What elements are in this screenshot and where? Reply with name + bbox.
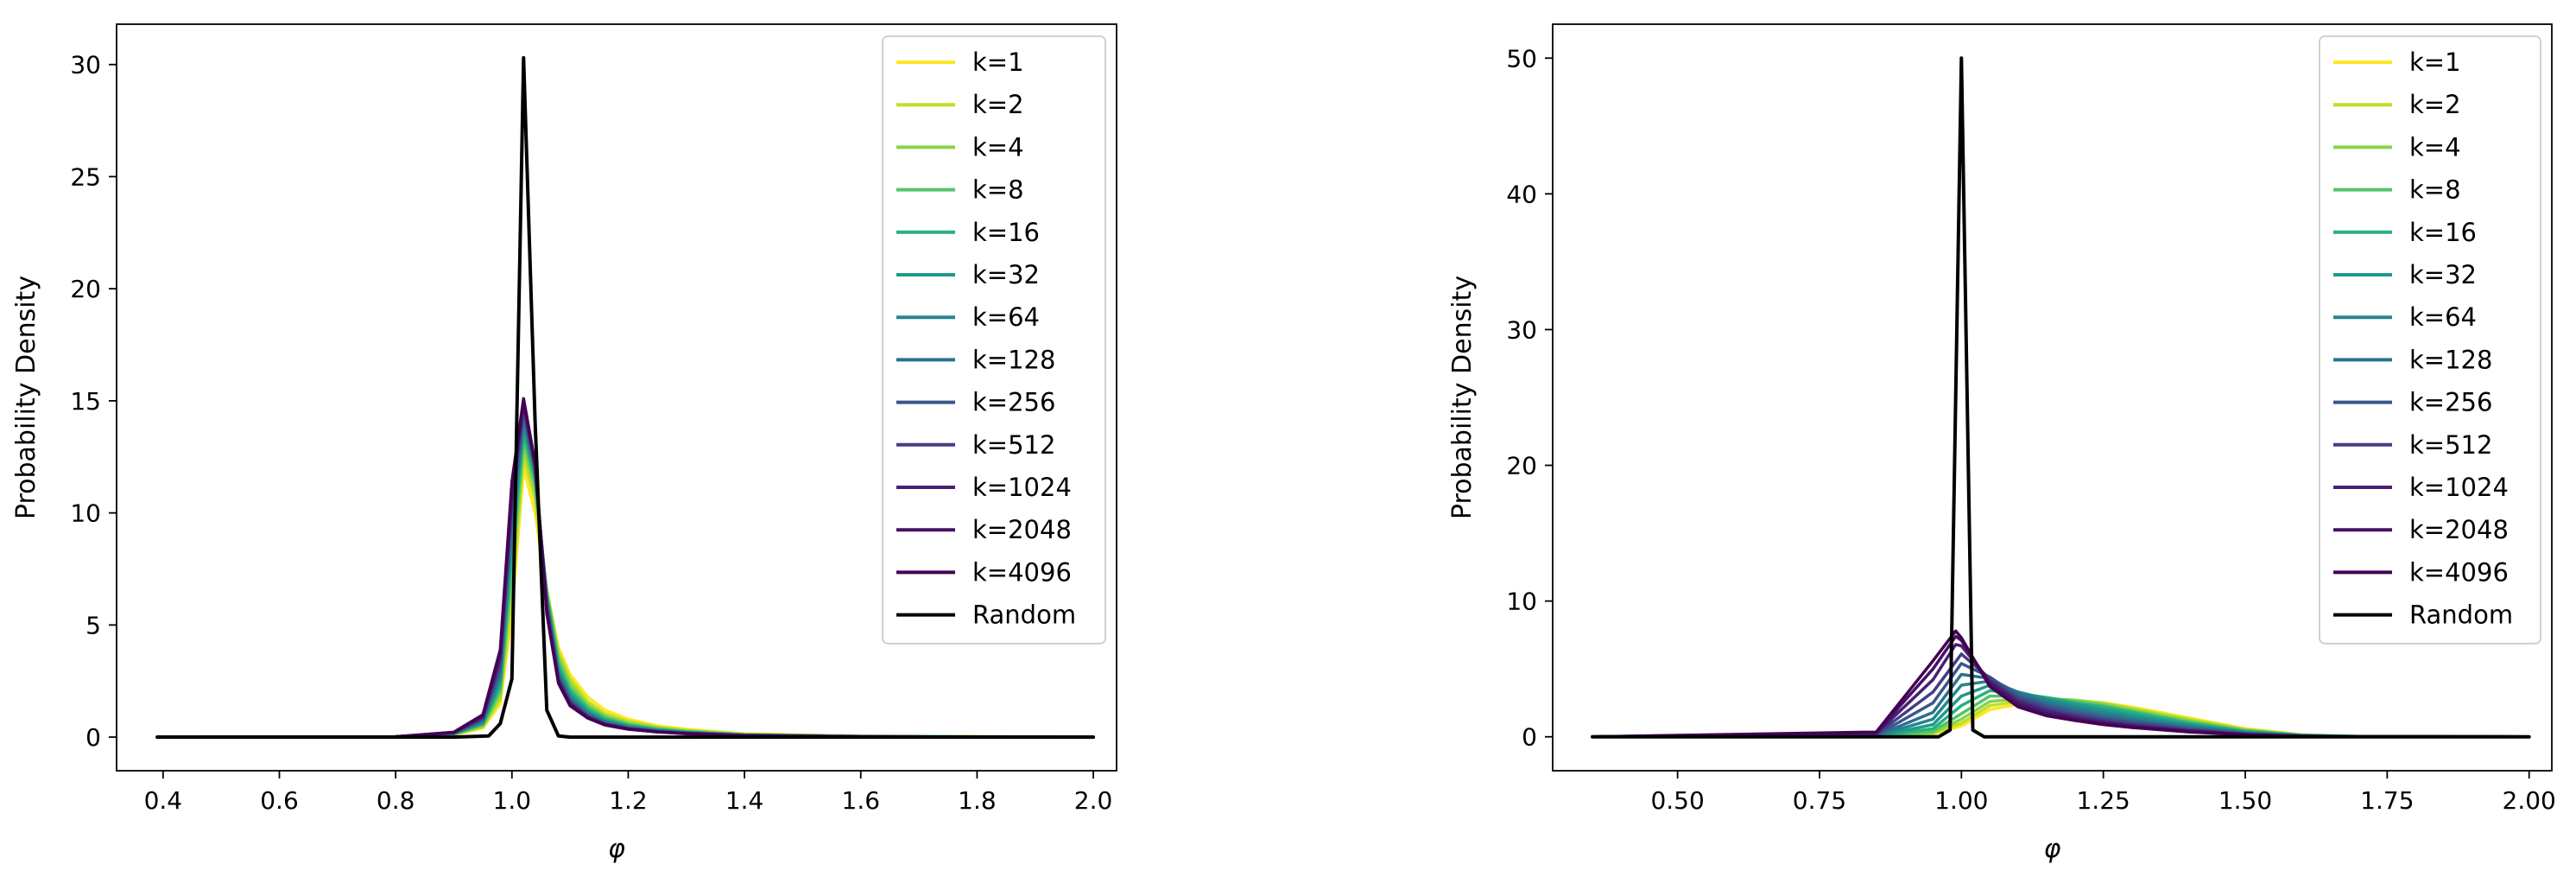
series-line-k-128 <box>1591 672 2531 739</box>
legend-label: k=1 <box>2409 48 2461 77</box>
y-tick-label: 15 <box>70 387 101 416</box>
legend-label: k=8 <box>972 175 1024 205</box>
legend: k=1 k=2 k=4 k=8 k=16 k=32 k=64 k=128 k=256 k=512 k… <box>882 35 1106 645</box>
legend-label: k=2 <box>2409 90 2461 119</box>
x-tick-label: 1.75 <box>2360 786 2414 815</box>
x-tick-label: 0.6 <box>260 786 299 815</box>
legend-label: k=64 <box>972 302 1040 332</box>
x-tick-label: 0.75 <box>1793 786 1846 815</box>
y-tick-label: 30 <box>70 51 101 79</box>
y-tick-label: 50 <box>1506 44 1537 73</box>
legend-label: k=1024 <box>2409 473 2509 502</box>
y-tick-label: 5 <box>85 611 101 639</box>
plot-frame <box>1552 23 2553 772</box>
legend-label: Random <box>972 601 1076 630</box>
x-tick-label: 1.25 <box>2076 786 2130 815</box>
left-chart-panel: 0.4 0.6 0.8 1.0 1.2 1.4 1.6 1.8 2.0 0 5 10 15 20 25 30 φ… <box>11 23 1117 864</box>
y-tick-label: 0 <box>1522 723 1537 752</box>
series-line-random <box>1591 56 2531 739</box>
x-tick-label: 1.00 <box>1934 786 1988 815</box>
y-tick-label: 40 <box>1506 180 1537 208</box>
legend-frame <box>2319 35 2541 645</box>
x-axis-label: φ <box>608 834 625 864</box>
x-tick-label: 1.4 <box>725 786 764 815</box>
legend-label: k=16 <box>972 218 1040 247</box>
legend: k=1 k=2 k=4 k=8 k=16 k=32 k=64 k=128 k=256 k=512 k… <box>2319 35 2541 645</box>
y-tick-label: 20 <box>70 275 101 303</box>
y-axis-label: Probability Density <box>1447 276 1478 519</box>
series-group <box>155 55 1096 740</box>
x-tick-label: 1.6 <box>842 786 881 815</box>
y-tick-label: 25 <box>70 162 101 191</box>
legend-label: k=4 <box>972 132 1024 162</box>
x-tick-label: 1.0 <box>493 786 532 815</box>
series-line-random <box>155 55 1096 740</box>
x-tick-label: 0.8 <box>377 786 415 815</box>
x-axis-label: φ <box>2044 834 2061 864</box>
series-line-k-2048 <box>1591 634 2531 739</box>
legend-label: k=512 <box>972 430 1055 460</box>
legend-label: k=2048 <box>972 515 1072 544</box>
legend-label: k=1024 <box>972 473 1072 502</box>
legend-label: k=64 <box>2409 302 2477 332</box>
legend-label: k=4 <box>2409 132 2461 162</box>
x-tick-label: 1.50 <box>2218 786 2272 815</box>
x-tick-label: 2.00 <box>2503 786 2556 815</box>
series-line-k-512 <box>1591 652 2531 739</box>
legend-label: k=2 <box>972 90 1024 119</box>
legend-label: k=256 <box>972 388 1055 417</box>
legend-label: k=4096 <box>972 557 1072 587</box>
series-line-k-4096 <box>1591 629 2531 739</box>
y-tick-label: 10 <box>1506 588 1537 616</box>
y-tick-label: 30 <box>1506 315 1537 344</box>
legend-label: k=256 <box>2409 388 2492 417</box>
legend-frame <box>882 35 1106 645</box>
y-tick-label: 20 <box>1506 452 1537 480</box>
legend-label: k=1 <box>972 48 1024 77</box>
x-tick-label: 2.0 <box>1074 786 1113 815</box>
x-tick-label: 1.2 <box>609 786 648 815</box>
y-axis-label: Probability Density <box>11 276 41 519</box>
legend-label: k=8 <box>2409 175 2461 205</box>
right-chart-panel: 0.50 0.75 1.00 1.25 1.50 1.75 2.00 0 10 20 30 40 50 φ… <box>1447 23 2556 864</box>
legend-label: k=32 <box>972 260 1040 289</box>
y-tick-label: 0 <box>85 723 101 752</box>
legend-label: k=128 <box>2409 345 2492 374</box>
legend-label: k=4096 <box>2409 557 2509 587</box>
y-tick-label: 10 <box>70 499 101 528</box>
legend-label: k=2048 <box>2409 515 2509 544</box>
series-line-k-1024 <box>1591 643 2531 739</box>
series-line-k-4096 <box>155 397 1095 739</box>
legend-label: Random <box>2409 601 2513 630</box>
legend-label: k=32 <box>2409 260 2477 289</box>
legend-label: k=128 <box>972 345 1055 374</box>
legend-label: k=512 <box>2409 430 2492 460</box>
x-tick-label: 0.50 <box>1650 786 1704 815</box>
plot-frame <box>116 23 1117 772</box>
x-tick-label: 0.4 <box>144 786 183 815</box>
legend-label: k=16 <box>2409 218 2477 247</box>
series-group <box>1591 56 2531 739</box>
x-tick-label: 1.8 <box>958 786 997 815</box>
